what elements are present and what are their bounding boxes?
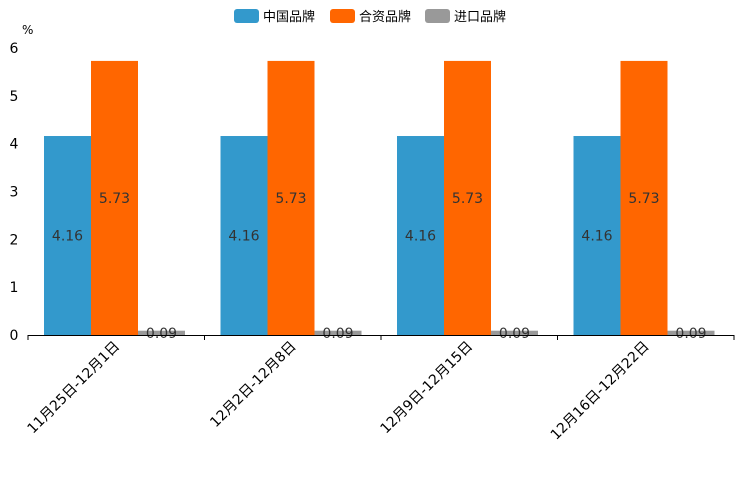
y-axis-unit-label: % — [22, 23, 33, 37]
y-tick-label-6: 6 — [10, 41, 19, 57]
legend-swatch-1[interactable] — [330, 9, 355, 23]
bar-2-0[interactable] — [138, 330, 185, 335]
y-axis-ticks: 0 1 2 3 4 5 6 — [10, 41, 19, 344]
bar-1-0[interactable] — [91, 60, 138, 335]
legend-swatch-2[interactable] — [425, 9, 450, 23]
bar-2-2[interactable] — [491, 330, 538, 335]
bar-0-3[interactable] — [573, 136, 621, 335]
bars — [44, 60, 715, 335]
bar-1-2[interactable] — [444, 60, 491, 335]
data-label-2-2: 0.09 — [499, 326, 530, 342]
bar-2-3[interactable] — [667, 330, 715, 335]
x-tick-label-0: 11月25日-12月1日 — [25, 339, 124, 438]
y-tick-label-4: 4 — [10, 137, 19, 153]
y-tick-label-3: 3 — [10, 185, 19, 201]
data-label-0-3: 4.16 — [581, 229, 612, 245]
data-label-1-3: 5.73 — [628, 191, 659, 207]
bar-0-0[interactable] — [44, 136, 91, 335]
bar-0-1[interactable] — [220, 136, 268, 335]
data-labels: 4.16 5.73 0.09 4.16 5.73 0.09 4.16 5.73 0.09 4.16… — [52, 191, 707, 342]
y-tick-label-5: 5 — [10, 89, 19, 105]
legend-label-1[interactable]: 合资品牌 — [359, 9, 411, 25]
data-label-1-0: 5.73 — [99, 191, 130, 207]
bar-1-3[interactable] — [620, 60, 668, 335]
legend-label-2[interactable]: 进口品牌 — [454, 9, 506, 25]
bar-1-1[interactable] — [267, 60, 315, 335]
data-label-1-1: 5.73 — [275, 191, 306, 207]
legend: 中国品牌 合资品牌 进口品牌 — [234, 9, 506, 25]
x-tick-label-1: 12月2日-12月8日 — [207, 339, 299, 431]
data-label-0-0: 4.16 — [52, 229, 83, 245]
x-tick-label-2: 12月9日-12月15日 — [378, 339, 477, 438]
legend-label-0[interactable]: 中国品牌 — [263, 9, 315, 25]
y-tick-label-0: 0 — [10, 328, 19, 344]
data-label-0-2: 4.16 — [405, 229, 436, 245]
bar-0-2[interactable] — [397, 136, 444, 335]
data-label-0-1: 4.16 — [228, 229, 259, 245]
x-axis: 11月25日-12月1日 12月2日-12月8日 12月9日-12月15日 12月16… — [25, 335, 735, 444]
y-tick-label-2: 2 — [10, 232, 19, 248]
data-label-2-0: 0.09 — [146, 326, 177, 342]
data-label-1-2: 5.73 — [452, 191, 483, 207]
data-label-2-3: 0.09 — [675, 326, 706, 342]
data-label-2-1: 0.09 — [322, 326, 353, 342]
y-tick-label-1: 1 — [10, 280, 19, 296]
bar-2-1[interactable] — [314, 330, 362, 335]
legend-swatch-0[interactable] — [234, 9, 259, 23]
x-tick-label-3: 12月16日-12月22日 — [548, 339, 653, 444]
